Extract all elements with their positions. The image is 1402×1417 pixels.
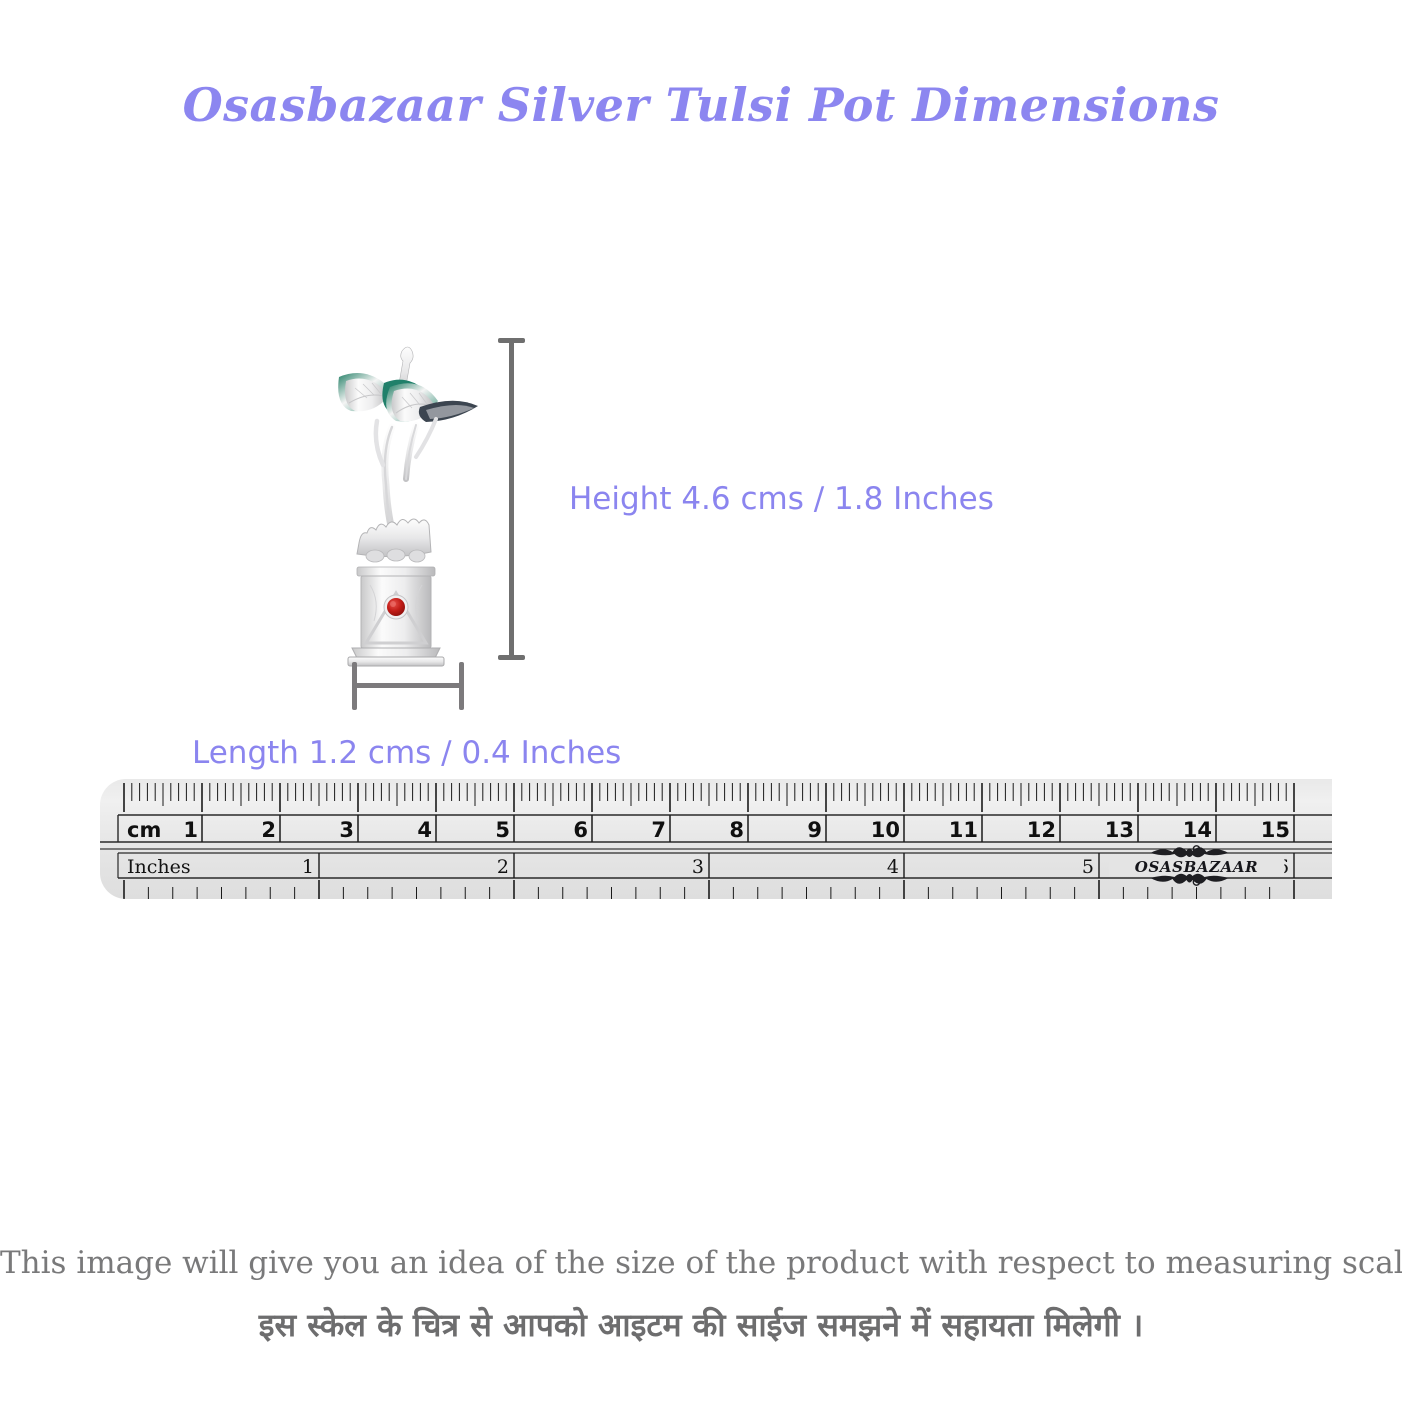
svg-text:5: 5 [1082, 856, 1094, 878]
length-dimension-line [352, 662, 464, 710]
svg-text:Inches: Inches [127, 856, 191, 878]
svg-text:OSASBAZAAR: OSASBAZAAR [1135, 858, 1258, 876]
tulsi-leaf-left [338, 373, 391, 412]
product-image [330, 335, 490, 680]
height-dimension-cap-bottom [498, 655, 525, 660]
svg-text:10: 10 [871, 818, 900, 842]
ruler-cm-band: cm 1 2 3 4 5 6 7 8 9 10 11 12 13 14 15 [100, 814, 1332, 843]
height-dimension-line [498, 338, 525, 660]
ruler-cm-ticks [123, 783, 1295, 812]
length-dimension-cap-right [459, 662, 464, 710]
svg-text:4: 4 [887, 856, 899, 878]
svg-text:3: 3 [339, 818, 354, 842]
svg-text:14: 14 [1183, 818, 1212, 842]
svg-text:6: 6 [573, 818, 588, 842]
page-title: Osasbazaar Silver Tulsi Pot Dimensions [182, 78, 1220, 132]
footer-text-hindi: इस स्केल के चित्र से आपको आइटम की साईज स… [258, 1306, 1144, 1344]
svg-text:cm: cm [127, 818, 161, 842]
svg-text:2: 2 [497, 856, 509, 878]
svg-text:4: 4 [417, 818, 432, 842]
pot-crown [356, 518, 436, 577]
svg-text:5: 5 [495, 818, 510, 842]
ruler-inch-ticks [123, 880, 1295, 899]
svg-text:9: 9 [807, 818, 822, 842]
tulsi-leaf-right [418, 400, 478, 422]
ruler-inch-band: Inches123456 [100, 848, 1332, 879]
ruler-brand-mark: OSASBAZAAR [1108, 845, 1285, 886]
svg-text:11: 11 [949, 818, 978, 842]
svg-text:1: 1 [302, 856, 314, 878]
length-dimension-label: Length 1.2 cms / 0.4 Inches [192, 735, 622, 771]
svg-text:8: 8 [729, 818, 744, 842]
svg-text:1: 1 [183, 818, 198, 842]
svg-text:15: 15 [1261, 818, 1290, 842]
gemstone [387, 598, 405, 616]
svg-text:7: 7 [651, 818, 666, 842]
svg-text:13: 13 [1105, 818, 1134, 842]
svg-text:2: 2 [261, 818, 276, 842]
pot-body [360, 575, 432, 649]
height-dimension-label: Height 4.6 cms / 1.8 Inches [569, 481, 994, 517]
svg-text:12: 12 [1027, 818, 1056, 842]
svg-text:3: 3 [692, 856, 704, 878]
height-dimension-shaft [509, 338, 514, 660]
pot-base [347, 647, 445, 667]
footer-text-english: This image will give you an idea of the … [0, 1245, 1402, 1281]
length-dimension-shaft [352, 683, 464, 688]
